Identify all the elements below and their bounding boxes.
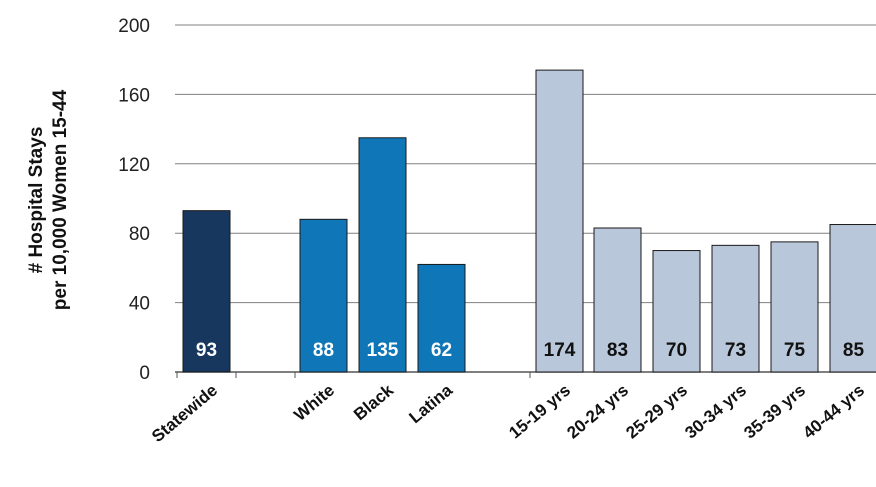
x-category-label: 30-34 yrs	[681, 381, 750, 443]
x-category-label: Latina	[406, 380, 457, 427]
x-category-label: 40-44 yrs	[799, 381, 868, 443]
x-category-label: Statewide	[148, 381, 221, 447]
bar-15-19-yrs	[535, 69, 584, 373]
bar-black	[358, 137, 407, 373]
bar-value-label: 135	[367, 340, 399, 361]
bar-40-44-yrs	[829, 224, 876, 373]
bar-35-39-yrs	[770, 241, 819, 373]
y-axis-title: # Hospital Stays per 10,000 Women 15-44	[26, 89, 71, 310]
bar-white	[299, 218, 348, 373]
x-category-label: White	[290, 381, 338, 425]
y-tick-label: 200	[118, 16, 150, 37]
bar-value-label: 93	[196, 340, 217, 361]
bar-value-label: 75	[784, 340, 806, 361]
bar-latina	[417, 263, 466, 373]
bar-value-label: 85	[843, 340, 865, 361]
bar-value-label: 73	[725, 340, 746, 361]
y-axis-ticks: 0 40 80 120 160 200	[118, 16, 150, 384]
bars: 93 88 135 62 174 83 70 73 75 85	[182, 69, 876, 373]
y-tick-label: 0	[139, 363, 150, 384]
bar-statewide	[182, 210, 231, 373]
bar-20-24-yrs	[593, 227, 642, 373]
bar-value-label: 88	[313, 340, 334, 361]
bar-25-29-yrs	[652, 250, 701, 373]
x-axis-labels: Statewide White Black Latina 15-19 yrs20-24 …	[148, 380, 868, 446]
x-category-label: Black	[350, 380, 397, 424]
bar-value-label: 62	[431, 340, 452, 361]
y-tick-label: 80	[129, 224, 150, 245]
x-category-label: 20-24 yrs	[563, 381, 632, 443]
y-tick-label: 160	[118, 85, 150, 106]
x-category-label: 35-39 yrs	[740, 381, 809, 443]
bar-30-34-yrs	[711, 244, 760, 373]
x-category-label: 15-19 yrs	[505, 381, 574, 443]
bar-value-label: 83	[607, 340, 628, 361]
y-axis-title-line-1: # Hospital Stays	[26, 127, 47, 274]
y-axis-title-line-2: per 10,000 Women 15-44	[50, 89, 71, 310]
y-tick-label: 40	[129, 294, 150, 315]
y-tick-label: 120	[118, 155, 150, 176]
bar-value-label: 174	[544, 340, 576, 361]
bar-value-label: 70	[666, 340, 687, 361]
x-category-label: 25-29 yrs	[622, 381, 691, 443]
